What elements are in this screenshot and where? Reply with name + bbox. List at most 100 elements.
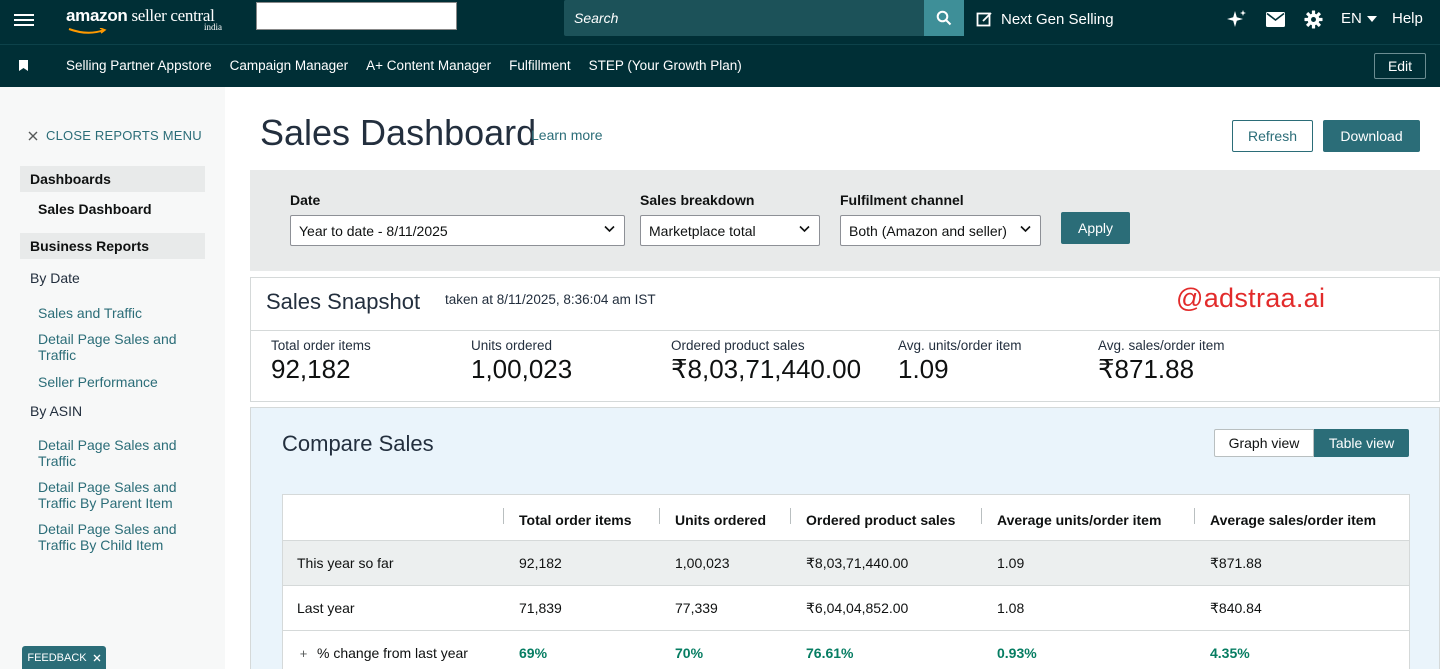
sidebar-link-asin-child-item[interactable]: Detail Page Sales and Traffic By Child I… <box>38 521 177 553</box>
metric-units-ordered: Units ordered 1,00,023 <box>471 338 572 385</box>
metric-value: 1,00,023 <box>471 354 573 384</box>
column-header[interactable]: Average units/order item <box>997 511 1162 528</box>
search-icon <box>936 10 952 26</box>
refresh-button[interactable]: Refresh <box>1232 120 1313 152</box>
sidebar-section-dashboards: Dashboards <box>20 166 205 192</box>
compare-sales-title: Compare Sales <box>282 431 434 456</box>
sidebar-link-asin-detail-page[interactable]: Detail Page Sales and Traffic <box>38 437 177 469</box>
sparkle-ai-icon[interactable] <box>1226 8 1248 30</box>
table-cell: 1.08 <box>997 600 1025 616</box>
column-divider <box>1194 508 1195 524</box>
watermark-text: @adstraa.ai <box>1176 283 1326 313</box>
metric-label: Ordered product sales <box>671 338 805 353</box>
logo-region: india <box>204 22 222 32</box>
reports-sidebar: CLOSE REPORTS MENU Dashboards Sales Dash… <box>0 87 225 669</box>
marketplace-selector[interactable] <box>256 2 457 30</box>
chevron-down-icon <box>604 225 615 233</box>
table-cell: 1,00,023 <box>675 555 730 571</box>
close-icon <box>28 131 38 140</box>
fulfilment-channel-value: Both (Amazon and seller) <box>849 223 1007 239</box>
snapshot-timestamp: taken at 8/11/2025, 8:36:04 am IST <box>445 292 656 307</box>
expand-plus-icon[interactable]: + <box>299 645 308 661</box>
download-button[interactable]: Download <box>1323 120 1420 152</box>
column-header[interactable]: Ordered product sales <box>806 511 956 528</box>
percent-change-cell: 70% <box>675 645 704 661</box>
metric-label: Avg. units/order item <box>898 338 1022 353</box>
sales-breakdown-value: Marketplace total <box>649 223 756 239</box>
close-reports-menu-button[interactable]: CLOSE REPORTS MENU <box>28 128 202 143</box>
date-select[interactable]: Year to date - 8/11/2025 <box>290 215 625 246</box>
feedback-label: FEEDBACK <box>27 651 87 664</box>
compare-sales-table: Total order items Units ordered Ordered … <box>282 494 1410 669</box>
close-icon[interactable] <box>93 654 101 662</box>
chevron-down-icon <box>799 225 810 233</box>
nav-link-appstore[interactable]: Selling Partner Appstore <box>66 58 212 73</box>
table-cell: ₹871.88 <box>1210 554 1262 571</box>
logo-main-text: amazon <box>66 6 128 25</box>
percent-change-cell: 76.61% <box>806 645 854 661</box>
table-cell: ₹6,04,04,852.00 <box>806 599 909 616</box>
feedback-button[interactable]: FEEDBACK <box>22 646 106 669</box>
table-header-row: Total order items Units ordered Ordered … <box>283 495 1409 541</box>
page-title: Sales Dashboard <box>260 112 537 153</box>
row-label: Last year <box>297 600 355 616</box>
amazon-seller-central-logo[interactable]: amazon seller central india <box>66 6 226 36</box>
date-select-value: Year to date - 8/11/2025 <box>299 223 448 239</box>
graph-view-button[interactable]: Graph view <box>1214 429 1314 457</box>
row-label: % change from last year <box>317 645 468 661</box>
metric-label: Units ordered <box>471 338 553 353</box>
sidebar-group-by-date: By Date <box>30 270 80 286</box>
percent-change-cell: 0.93% <box>997 645 1037 661</box>
metric-avg-units-per-order-item: Avg. units/order item 1.09 <box>898 338 1022 385</box>
column-header[interactable]: Units ordered <box>675 511 767 528</box>
metric-value: ₹871.88 <box>1098 354 1195 384</box>
nav-links: Selling Partner Appstore Campaign Manage… <box>66 58 742 73</box>
settings-gear-icon[interactable] <box>1302 8 1324 30</box>
sidebar-item-sales-dashboard[interactable]: Sales Dashboard <box>38 201 152 217</box>
close-reports-label: CLOSE REPORTS MENU <box>46 128 202 143</box>
metric-avg-sales-per-order-item: Avg. sales/order item ₹871.88 <box>1098 338 1225 385</box>
amazon-smile-icon <box>68 28 107 34</box>
compare-sales-card: Compare Sales Graph view Table view Tota… <box>250 407 1440 669</box>
next-gen-selling-link[interactable]: Next Gen Selling <box>976 9 1114 29</box>
caret-down-icon <box>1366 15 1377 22</box>
nav-link-fulfillment[interactable]: Fulfillment <box>509 58 571 73</box>
search-box <box>564 0 924 36</box>
table-view-button[interactable]: Table view <box>1314 429 1409 457</box>
column-header[interactable]: Total order items <box>519 511 632 528</box>
nav-link-campaign-manager[interactable]: Campaign Manager <box>229 58 349 73</box>
fulfilment-channel-label: Fulfilment channel <box>840 192 964 208</box>
table-cell: 1.09 <box>997 555 1025 571</box>
hamburger-menu-icon[interactable] <box>14 12 34 32</box>
apply-button[interactable]: Apply <box>1061 212 1130 244</box>
metric-label: Total order items <box>271 338 371 353</box>
metric-value: ₹8,03,71,440.00 <box>671 354 862 384</box>
language-selector[interactable]: EN <box>1341 10 1377 27</box>
mail-icon[interactable] <box>1264 8 1286 30</box>
learn-more-link[interactable]: Learn more <box>531 127 603 143</box>
row-label-expandable[interactable]: + % change from last year <box>297 631 468 669</box>
fulfilment-channel-select[interactable]: Both (Amazon and seller) <box>840 215 1041 246</box>
table-cell: ₹8,03,71,440.00 <box>806 554 909 571</box>
nav-link-a-plus-content[interactable]: A+ Content Manager <box>366 58 492 73</box>
edit-bookmarks-button[interactable]: Edit <box>1374 53 1426 79</box>
table-cell: 92,182 <box>519 555 562 571</box>
search-input[interactable] <box>564 0 924 36</box>
column-header[interactable]: Average sales/order item <box>1210 511 1377 528</box>
nav-link-step[interactable]: STEP (Your Growth Plan) <box>588 58 742 73</box>
sidebar-link-sales-and-traffic[interactable]: Sales and Traffic <box>38 305 143 321</box>
language-label: EN <box>1341 10 1362 27</box>
sidebar-link-detail-page-sales-traffic[interactable]: Detail Page Sales and Traffic <box>38 331 177 363</box>
sidebar-section-business-reports: Business Reports <box>20 233 205 259</box>
sidebar-link-asin-parent-item[interactable]: Detail Page Sales and Traffic By Parent … <box>38 479 177 511</box>
sales-breakdown-select[interactable]: Marketplace total <box>640 215 820 246</box>
sidebar-link-seller-performance[interactable]: Seller Performance <box>38 374 158 390</box>
metric-ordered-product-sales: Ordered product sales ₹8,03,71,440.00 <box>671 338 861 385</box>
sales-snapshot-card: Sales Snapshot taken at 8/11/2025, 8:36:… <box>250 277 1440 402</box>
top-bar: amazon seller central india Next Gen Sel… <box>0 0 1440 44</box>
chevron-down-icon <box>1020 225 1031 233</box>
table-row: This year so far 92,182 1,00,023 ₹8,03,7… <box>283 541 1409 586</box>
search-button[interactable] <box>924 0 964 36</box>
bookmark-icon[interactable] <box>19 60 28 71</box>
help-link[interactable]: Help <box>1392 10 1423 27</box>
